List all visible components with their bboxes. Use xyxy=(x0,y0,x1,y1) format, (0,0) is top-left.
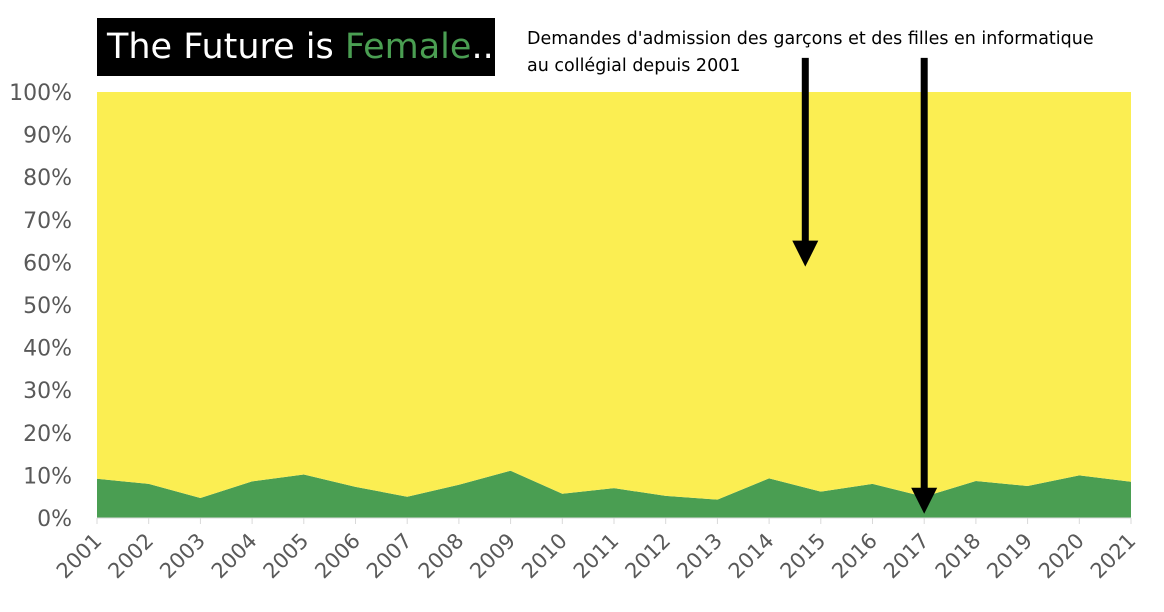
y-tick-label: 90% xyxy=(23,124,72,149)
annotation-line-1: Demandes d'admission des garçons et des … xyxy=(527,29,1094,49)
x-tick-label: 2009 xyxy=(465,529,520,584)
y-tick-label: 40% xyxy=(23,337,72,362)
x-tick-label: 2021 xyxy=(1086,529,1141,584)
y-tick-label: 80% xyxy=(23,166,72,191)
y-tick-label: 60% xyxy=(23,251,72,276)
x-tick-label: 2001 xyxy=(52,529,107,584)
arrow-head-2 xyxy=(911,487,938,514)
y-tick-label: 70% xyxy=(23,209,72,234)
x-tick-label: 2003 xyxy=(155,529,210,584)
x-tick-label: 2010 xyxy=(517,529,572,584)
x-tick-label: 2018 xyxy=(931,529,986,584)
x-tick-label: 2015 xyxy=(776,529,831,584)
area-series-2 xyxy=(97,92,1131,500)
y-tick-label: 30% xyxy=(23,379,72,404)
x-tick-label: 2019 xyxy=(982,529,1037,584)
area-series-1 xyxy=(97,470,1131,518)
y-tick-label: 0% xyxy=(37,507,72,532)
x-tick-label: 2007 xyxy=(362,529,417,584)
chart-title-prefix: The Future is xyxy=(107,27,345,67)
x-tick-label: 2017 xyxy=(879,529,934,584)
area-layers xyxy=(97,92,1131,518)
x-tick-label: 2005 xyxy=(259,529,314,584)
chart-arrows xyxy=(792,57,938,514)
chart-annotation: Demandes d'admission des garçons et des … xyxy=(527,26,1127,80)
y-tick-label: 50% xyxy=(23,294,72,319)
x-tick-label: 2006 xyxy=(310,529,365,584)
x-tick-label: 2002 xyxy=(103,529,158,584)
x-tick-label: 2011 xyxy=(569,529,624,584)
y-tick-label: 10% xyxy=(23,464,72,489)
annotation-line-2: au collégial depuis 2001 xyxy=(527,56,741,76)
x-tick-label: 2013 xyxy=(672,529,727,584)
x-tick-label: 2008 xyxy=(414,529,469,584)
x-tick-label: 2014 xyxy=(724,529,779,584)
chart-title: The Future is Female...? xyxy=(97,18,523,76)
y-tick-label: 20% xyxy=(23,422,72,447)
chart-title-accent: Female xyxy=(344,27,472,67)
chart-title-suffix: ...? xyxy=(471,27,524,67)
arrow-head-1 xyxy=(792,240,819,267)
y-tick-label: 100% xyxy=(9,81,72,106)
x-tick-label: 2012 xyxy=(620,529,675,584)
x-tick-label: 2016 xyxy=(827,529,882,584)
x-tick-label: 2004 xyxy=(207,529,262,584)
x-tick-label: 2020 xyxy=(1034,529,1089,584)
